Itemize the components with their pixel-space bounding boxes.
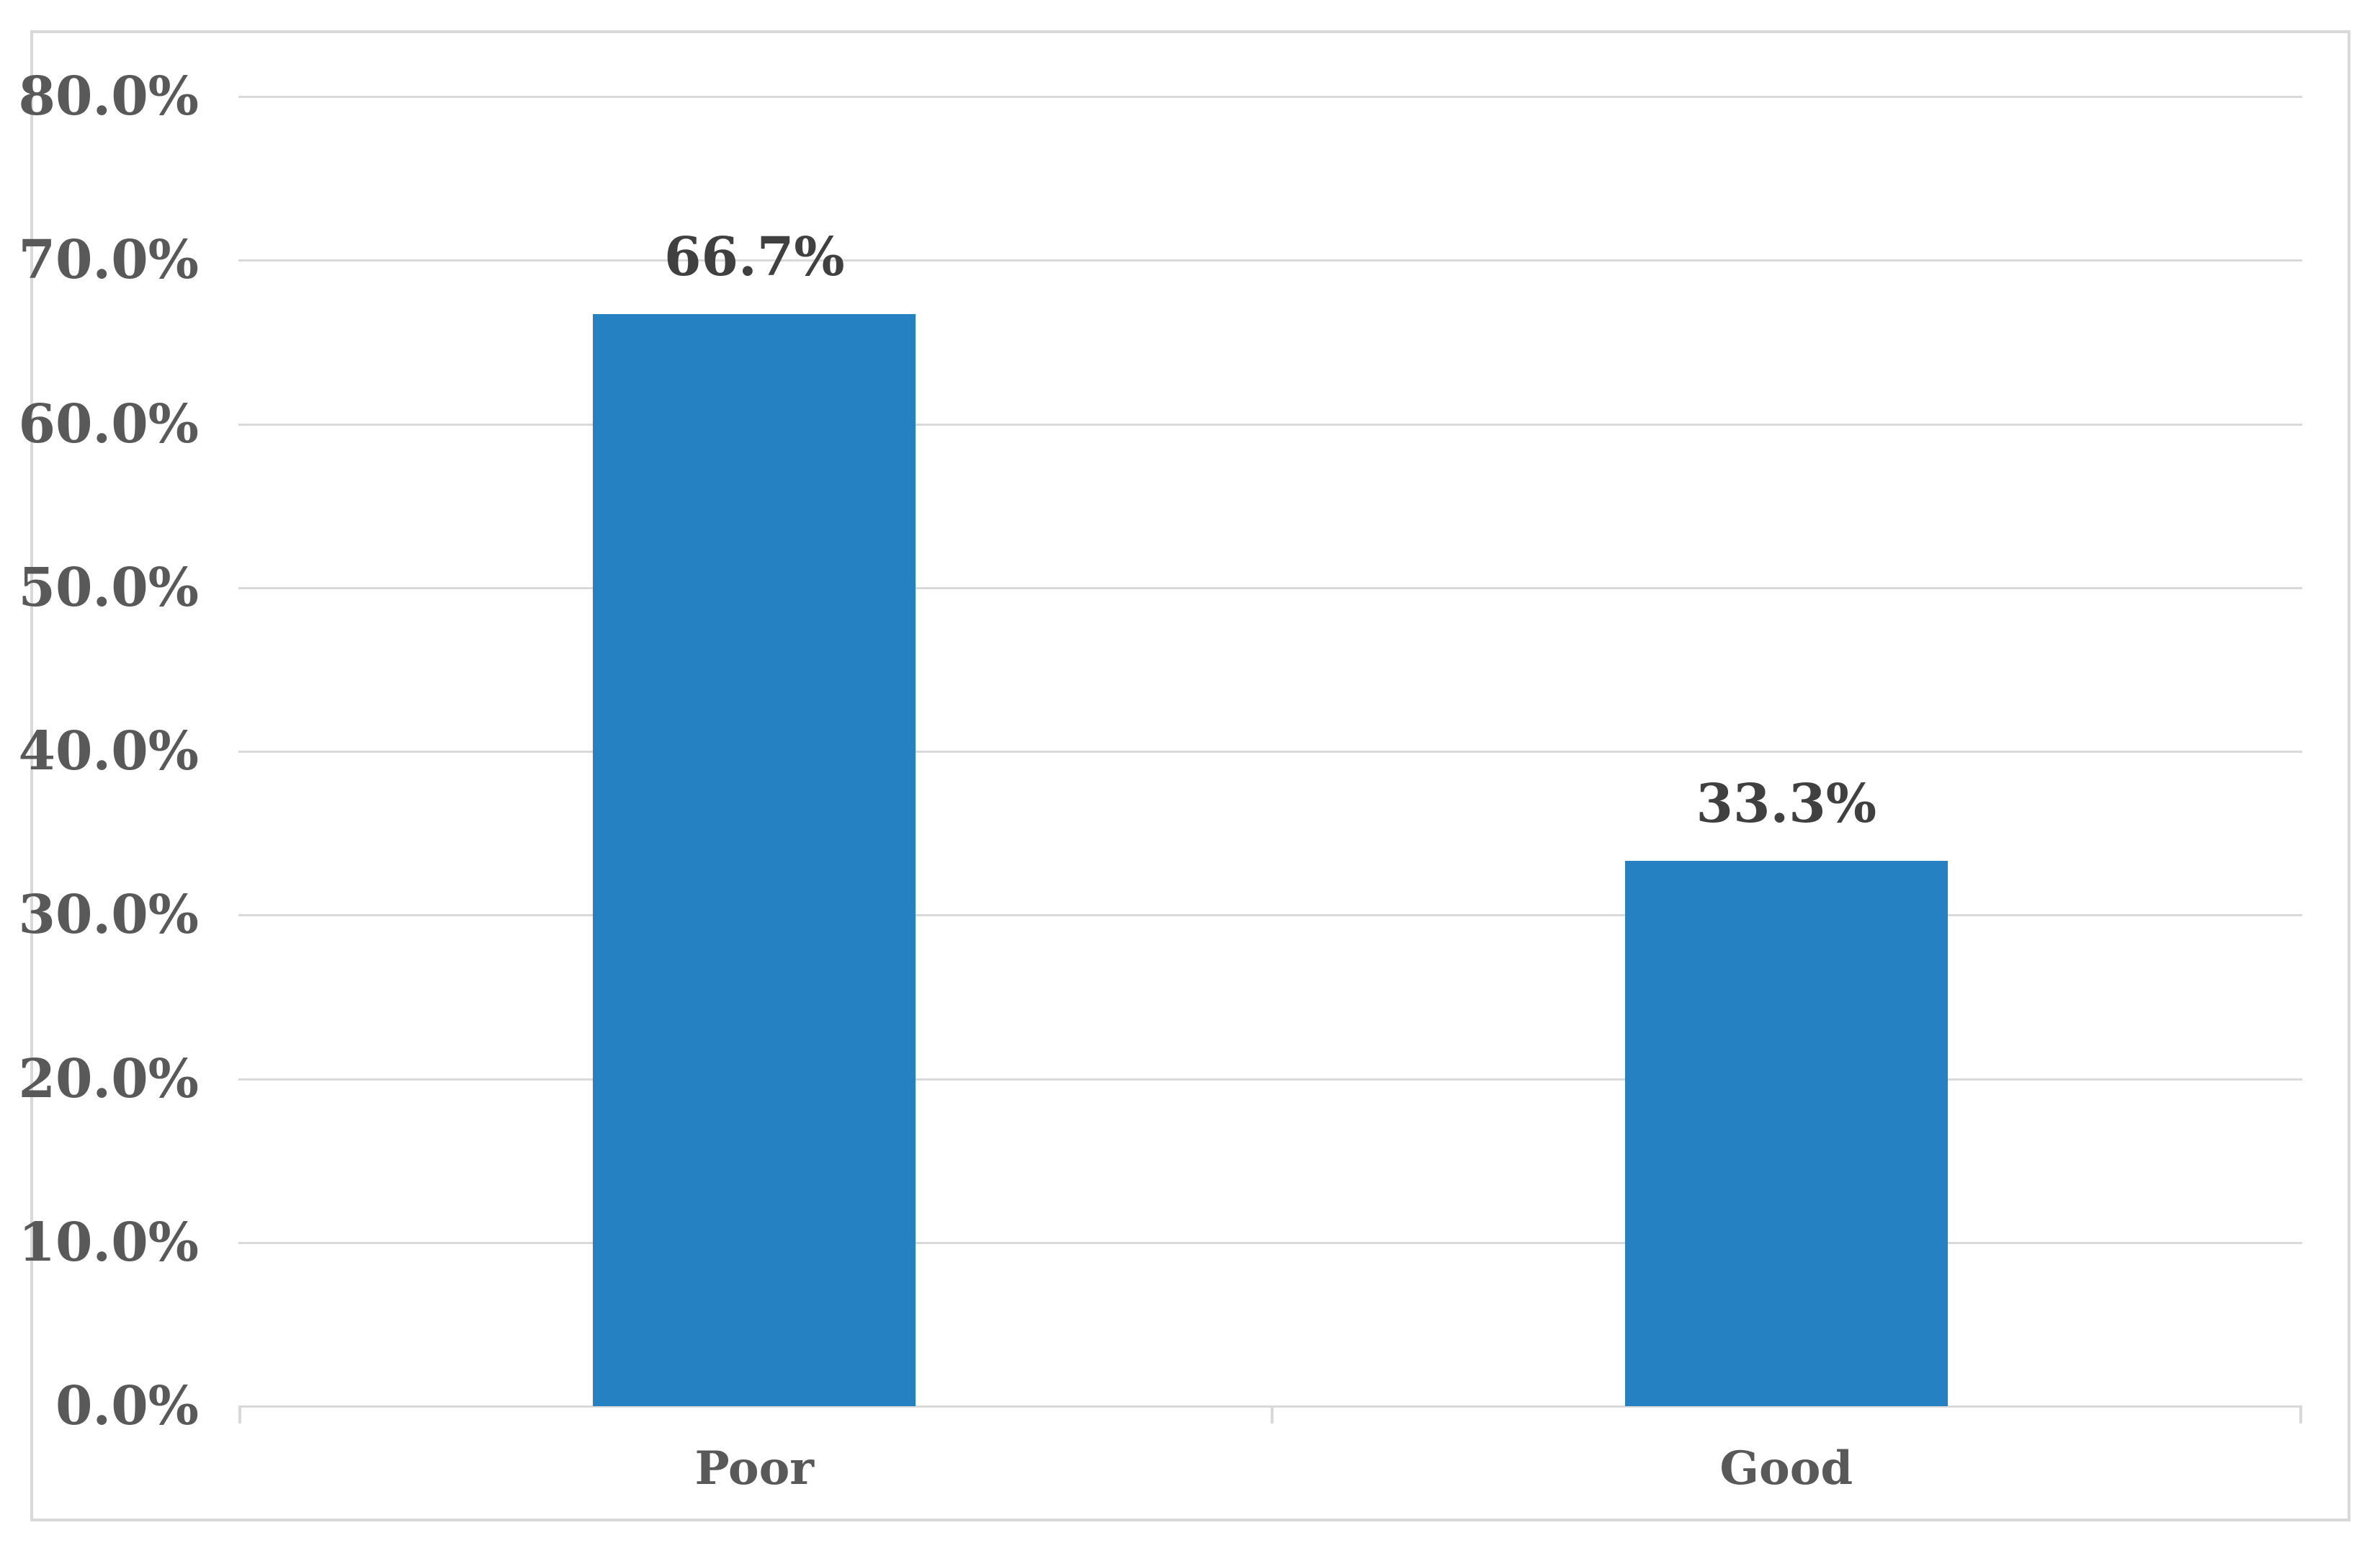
gridline: [238, 259, 2302, 262]
bar-poor: [593, 314, 916, 1406]
gridline: [238, 1241, 2302, 1244]
y-axis-tick-label: 50.0%: [18, 556, 199, 619]
gridline: [238, 586, 2302, 589]
chart-frame: 80.0% 70.0% 60.0% 50.0% 40.0% 30.0% 20.0% 10.0%…: [18, 30, 2350, 1521]
y-axis-tick-label: 10.0%: [18, 1211, 199, 1274]
gridline: [238, 914, 2302, 917]
gridline: [238, 96, 2302, 98]
x-axis-tick: [238, 1406, 241, 1423]
gridline: [238, 751, 2302, 753]
plot-area: 66.7% 33.3% Poor Good: [238, 96, 2302, 1492]
y-axis-tick-label: 80.0%: [18, 66, 199, 128]
x-axis-tick: [2299, 1406, 2302, 1423]
y-axis-tick-label: 20.0%: [18, 1047, 199, 1110]
y-axis-tick-label: 70.0%: [18, 229, 199, 292]
x-axis-tick: [1270, 1406, 1274, 1423]
bar-good: [1624, 861, 1948, 1406]
data-label-poor: 66.7%: [663, 226, 845, 289]
y-axis-tick-label: 30.0%: [18, 884, 199, 947]
y-axis-tick-label: 0.0%: [55, 1375, 199, 1437]
y-axis-tick-label: 40.0%: [18, 720, 199, 782]
category-label-poor: Poor: [694, 1441, 815, 1495]
gridline: [238, 423, 2302, 426]
y-axis-tick-label: 60.0%: [18, 393, 199, 455]
gridline: [238, 1078, 2302, 1081]
category-label-good: Good: [1719, 1441, 1853, 1495]
data-label-good: 33.3%: [1696, 773, 1877, 836]
